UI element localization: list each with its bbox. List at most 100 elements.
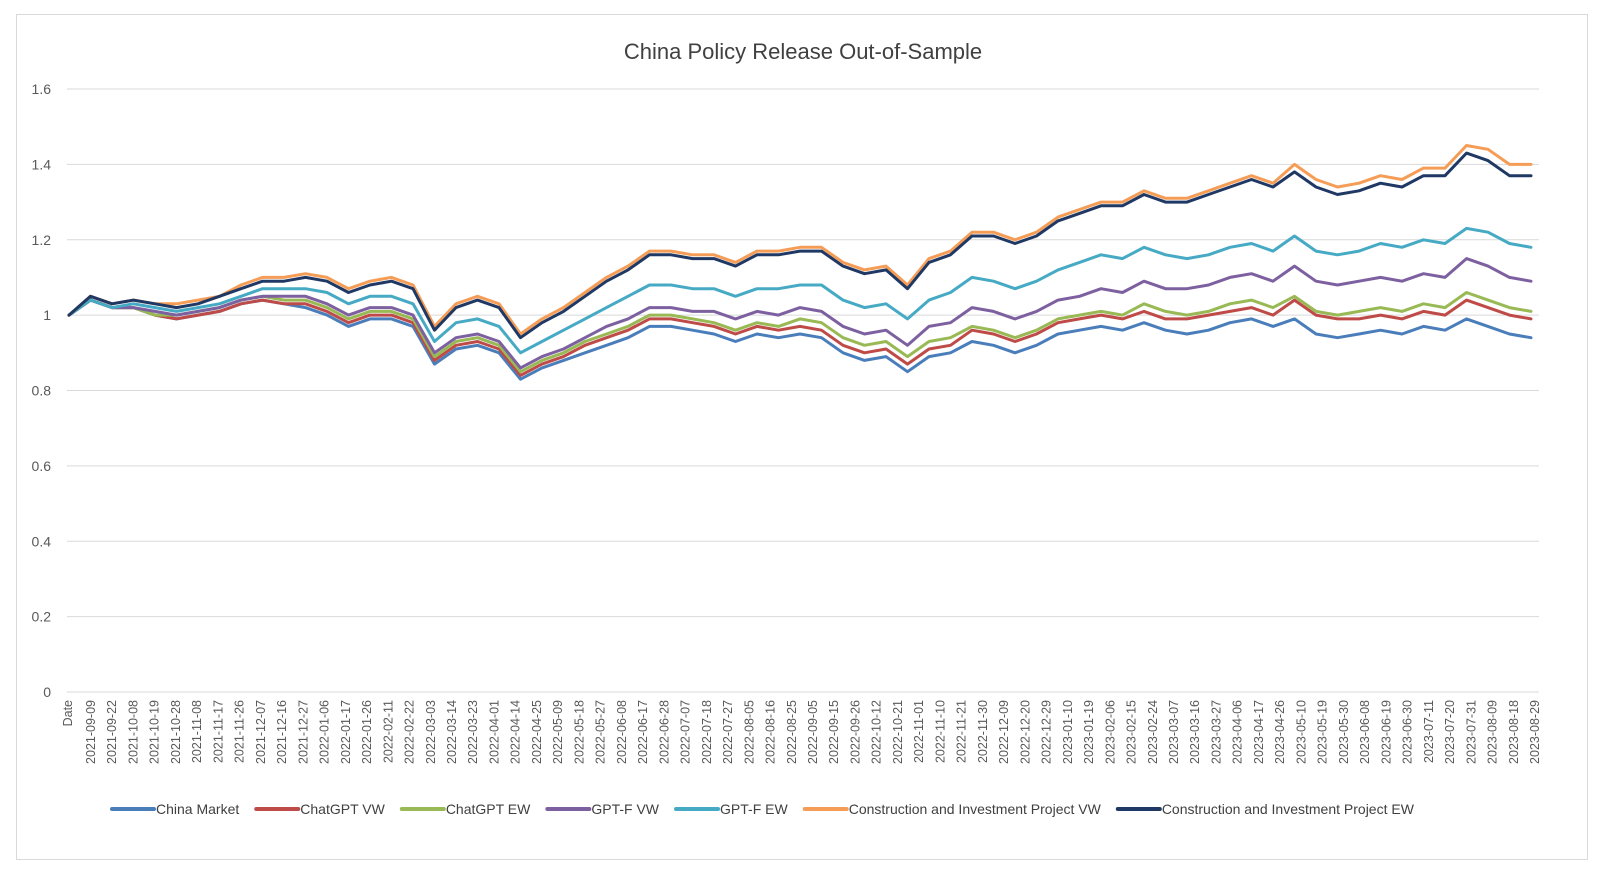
x-tick-label: 2022-10-21 xyxy=(891,700,905,764)
series-line-4 xyxy=(67,257,1533,370)
x-tick-label: 2022-02-11 xyxy=(381,700,395,763)
x-tick-label: 2023-07-31 xyxy=(1464,700,1478,764)
x-tick-label: 2021-11-08 xyxy=(190,700,204,763)
x-tick-label: 2022-05-09 xyxy=(551,700,565,764)
x-tick-label: 2023-03-07 xyxy=(1167,700,1181,764)
x-tick-label: 2022-09-05 xyxy=(806,700,820,764)
x-tick-label: 2022-11-10 xyxy=(933,700,947,763)
x-tick-label: 2021-10-19 xyxy=(148,700,162,764)
x-tick-label: 2022-11-01 xyxy=(912,700,926,763)
x-tick-label: 2022-07-07 xyxy=(679,700,693,764)
x-tick-label: 2023-02-06 xyxy=(1103,700,1117,764)
x-tick-label: 2022-09-26 xyxy=(848,700,862,764)
x-tick-label: 2023-03-27 xyxy=(1209,700,1223,764)
x-tick-label: 2023-08-09 xyxy=(1486,700,1500,764)
x-tick-label: 2022-04-14 xyxy=(509,700,523,764)
x-tick-label: 2023-01-10 xyxy=(1061,700,1075,764)
x-tick-label: 2023-03-16 xyxy=(1188,700,1202,764)
series-line-5 xyxy=(67,226,1533,355)
x-tick-label: 2023-02-15 xyxy=(1125,700,1139,764)
x-tick-label: 2022-09-15 xyxy=(827,700,841,764)
series-line-3 xyxy=(67,291,1533,374)
x-tick-label: 2021-09-22 xyxy=(105,700,119,764)
x-tick-label: 2022-08-25 xyxy=(785,700,799,764)
x-axis-header: Date xyxy=(61,700,75,726)
x-tick-label: 2023-06-19 xyxy=(1379,700,1393,764)
gridlines xyxy=(67,88,1539,693)
y-tick-label: 0.6 xyxy=(32,458,52,474)
series-line-6 xyxy=(67,144,1533,336)
legend-label: GPT-F VW xyxy=(591,801,659,817)
x-tick-label: 2021-10-08 xyxy=(126,700,140,764)
x-tick-label: 2022-11-21 xyxy=(955,700,969,763)
series-line-1 xyxy=(67,298,1533,381)
x-tick-label: 2022-03-23 xyxy=(466,700,480,764)
x-tick-label: 2022-02-22 xyxy=(403,700,417,764)
series-lines xyxy=(67,144,1533,381)
legend-label: ChatGPT EW xyxy=(446,801,531,817)
y-tick-label: 0.2 xyxy=(32,609,52,625)
x-tick-label: 2022-07-18 xyxy=(700,700,714,764)
x-tick-label: 2022-03-03 xyxy=(424,700,438,764)
x-tick-label: 2023-06-30 xyxy=(1401,700,1415,764)
x-tick-label: 2023-04-26 xyxy=(1273,700,1287,764)
x-tick-label: 2023-06-08 xyxy=(1358,700,1372,764)
series-line-2 xyxy=(67,298,1533,377)
x-tick-label: 2023-07-11 xyxy=(1422,700,1436,763)
series-line-7 xyxy=(67,151,1533,340)
x-tick-label: 2022-06-28 xyxy=(657,700,671,764)
x-tick-label: 2022-06-17 xyxy=(636,700,650,764)
chart-frame: China Policy Release Out-of-Sample 0 0.2 0… xyxy=(16,14,1588,860)
x-tick-label: 2023-05-10 xyxy=(1294,700,1308,764)
x-tick-label: 2022-11-30 xyxy=(976,700,990,763)
x-tick-label: 2022-12-09 xyxy=(997,700,1011,764)
x-tick-label: 2022-07-27 xyxy=(721,700,735,764)
x-tick-label: 2023-08-29 xyxy=(1528,700,1542,764)
x-tick-label: 2022-12-20 xyxy=(1018,700,1032,764)
x-tick-label: 2022-01-26 xyxy=(360,700,374,764)
x-tick-label: 2022-03-14 xyxy=(445,700,459,764)
x-tick-label: 2023-05-19 xyxy=(1316,700,1330,764)
x-tick-label: 2022-08-16 xyxy=(764,700,778,764)
y-tick-label: 1 xyxy=(43,307,51,323)
x-tick-label: 2022-06-08 xyxy=(615,700,629,764)
x-tick-label: 2022-04-25 xyxy=(530,700,544,764)
x-axis-ticks: Date 2021-09-09 2021-09-22 2021-10-08 2021-1… xyxy=(61,700,1542,764)
x-tick-label: 2022-08-05 xyxy=(742,700,756,764)
x-tick-label: 2022-04-01 xyxy=(487,700,501,764)
legend-label: China Market xyxy=(156,801,239,817)
x-tick-label: 2022-05-27 xyxy=(594,700,608,764)
x-tick-label: 2023-05-30 xyxy=(1337,700,1351,764)
line-chart: China Policy Release Out-of-Sample 00.20… xyxy=(32,39,1542,817)
x-tick-label: 2021-10-28 xyxy=(169,700,183,764)
chart-title: China Policy Release Out-of-Sample xyxy=(624,39,982,64)
x-tick-label: 2022-10-12 xyxy=(870,700,884,764)
x-tick-label: 2021-09-09 xyxy=(84,700,98,764)
legend-label: Construction and Investment Project VW xyxy=(849,801,1102,817)
y-tick-label: 1.4 xyxy=(32,156,52,172)
legend: China Market ChatGPT VW ChatGPT EW GPT-F VW… xyxy=(110,801,1415,817)
x-tick-label: 2023-04-17 xyxy=(1252,700,1266,764)
x-tick-label: 2022-12-29 xyxy=(1040,700,1054,764)
legend-label: ChatGPT VW xyxy=(300,801,385,817)
y-tick-label: 0.4 xyxy=(32,533,52,549)
x-tick-label: 2023-07-20 xyxy=(1443,700,1457,764)
x-tick-label: 2023-01-19 xyxy=(1082,700,1096,764)
x-tick-label: 2022-01-17 xyxy=(339,700,353,764)
y-tick-label: 1.6 xyxy=(32,81,52,97)
x-tick-label: 2023-04-06 xyxy=(1231,700,1245,764)
x-tick-label: 2021-12-07 xyxy=(254,700,268,764)
x-tick-label: 2023-08-18 xyxy=(1507,700,1521,764)
x-tick-label: 2021-11-17 xyxy=(211,700,225,763)
legend-label: Construction and Investment Project EW xyxy=(1162,801,1415,817)
x-tick-label: 2022-01-06 xyxy=(318,700,332,764)
x-tick-label: 2021-11-26 xyxy=(233,700,247,763)
y-axis-ticks: 0 0.2 0.4 0.6 0.8 1 1.2 1.4 1.6 xyxy=(32,81,52,700)
y-tick-label: 0.8 xyxy=(32,383,52,399)
x-tick-label: 2021-12-27 xyxy=(296,700,310,764)
y-tick-label: 0 xyxy=(43,684,51,700)
legend-label: GPT-F EW xyxy=(720,801,788,817)
x-tick-label: 2023-02-24 xyxy=(1146,700,1160,764)
y-tick-label: 1.2 xyxy=(32,232,52,248)
x-tick-label: 2022-05-18 xyxy=(572,700,586,764)
